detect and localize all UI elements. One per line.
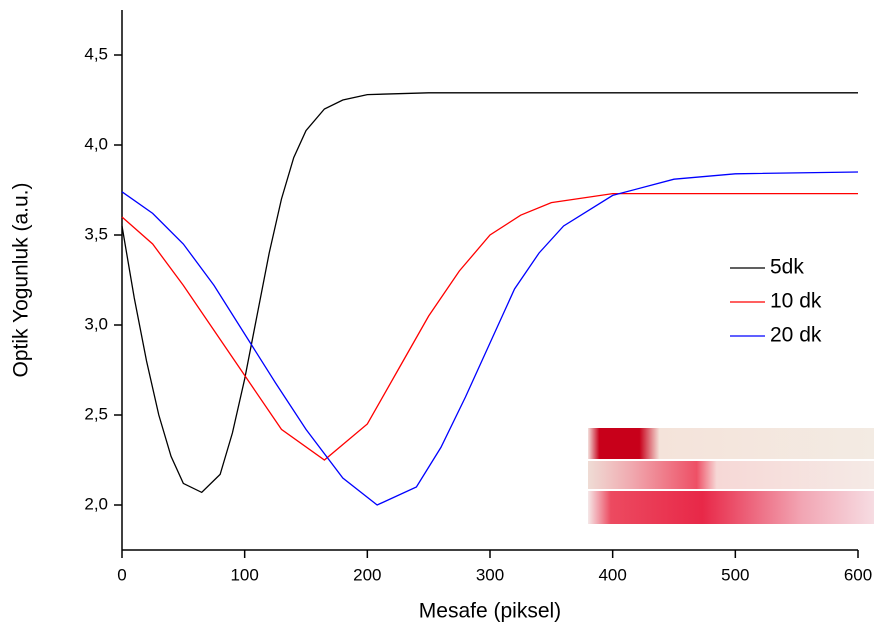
- y-tick-label: 4,5: [84, 44, 108, 63]
- legend-label: 10 dk: [770, 290, 822, 313]
- x-tick-label: 200: [353, 565, 381, 584]
- x-tick-label: 100: [230, 565, 258, 584]
- series-line: [121, 92, 858, 494]
- legend-label: 20 dk: [770, 324, 822, 347]
- y-tick-label: 3,0: [84, 314, 108, 333]
- inset-strips: [588, 428, 874, 524]
- series-line: [121, 171, 859, 506]
- y-tick-label: 3,5: [84, 224, 108, 243]
- legend-label: 5dk: [770, 256, 804, 279]
- strip: [588, 461, 874, 489]
- x-tick-label: 600: [844, 565, 872, 584]
- y-tick-label: 2,5: [84, 404, 108, 423]
- x-tick-label: 500: [721, 565, 749, 584]
- series-line: [121, 192, 858, 461]
- y-tick-label: 2,0: [84, 494, 108, 513]
- x-tick-label: 400: [598, 565, 626, 584]
- strip: [588, 491, 874, 524]
- strip: [588, 428, 874, 459]
- y-axis-title: Optik Yogunluk (a.u.): [10, 183, 33, 378]
- x-tick-label: 300: [476, 565, 504, 584]
- x-tick-label: 0: [117, 565, 126, 584]
- x-axis-title: Mesafe (piksel): [419, 600, 561, 623]
- y-tick-label: 4,0: [84, 134, 108, 153]
